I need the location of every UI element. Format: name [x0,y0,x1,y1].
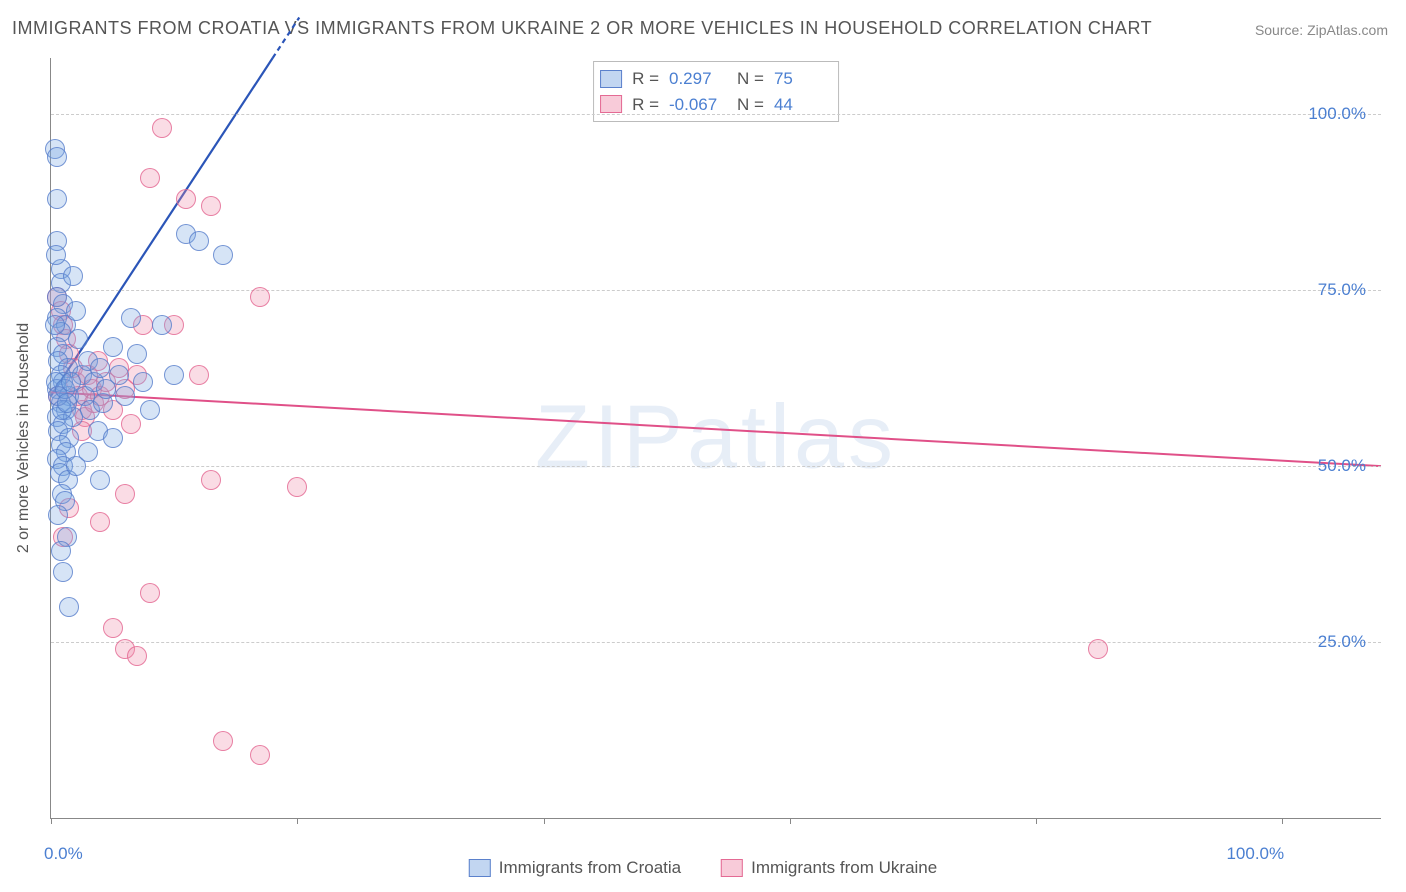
chart-title: IMMIGRANTS FROM CROATIA VS IMMIGRANTS FR… [12,18,1152,39]
data-point [189,365,209,385]
data-point [152,315,172,335]
stats-row-series1: R = 0.297 N = 75 [600,66,832,92]
y-tick-label: 50.0% [1318,456,1366,476]
r-value-series2: -0.067 [669,92,727,118]
x-tick [297,818,298,824]
data-point [53,562,73,582]
data-point [189,231,209,251]
data-point [287,477,307,497]
data-point [57,393,77,413]
chart-source: Source: ZipAtlas.com [1255,22,1388,38]
data-point [121,308,141,328]
legend-label-series2: Immigrants from Ukraine [751,858,937,878]
legend-item-series1: Immigrants from Croatia [469,858,681,878]
n-value-series1: 75 [774,66,832,92]
r-label: R = [632,92,659,118]
n-label: N = [737,66,764,92]
data-point [47,147,67,167]
data-point [68,329,88,349]
data-point [78,442,98,462]
x-tick [544,818,545,824]
watermark-text: ZIPatlas [535,387,897,490]
gridline-h [51,466,1381,467]
data-point [103,618,123,638]
x-tick [790,818,791,824]
x-tick [1282,818,1283,824]
data-point [121,414,141,434]
swatch-series1-icon [469,859,491,877]
y-tick-label: 25.0% [1318,632,1366,652]
data-point [133,372,153,392]
swatch-series1-icon [600,70,622,88]
data-point [127,344,147,364]
data-point [45,315,65,335]
data-point [61,372,81,392]
stats-legend: R = 0.297 N = 75 R = -0.067 N = 44 [593,61,839,122]
legend-item-series2: Immigrants from Ukraine [721,858,937,878]
data-point [103,428,123,448]
stats-row-series2: R = -0.067 N = 44 [600,92,832,118]
data-point [164,365,184,385]
x-tick-label: 0.0% [44,844,83,864]
r-label: R = [632,66,659,92]
data-point [90,358,110,378]
data-point [115,386,135,406]
data-point [63,266,83,286]
swatch-series2-icon [600,95,622,113]
data-point [127,646,147,666]
data-point [140,400,160,420]
y-axis-title: 2 or more Vehicles in Household [15,323,33,553]
data-point [140,583,160,603]
y-tick-label: 100.0% [1308,104,1366,124]
n-value-series2: 44 [774,92,832,118]
gridline-h [51,290,1381,291]
swatch-series2-icon [721,859,743,877]
data-point [115,484,135,504]
y-tick-label: 75.0% [1318,280,1366,300]
scatter-plot-area: ZIPatlas R = 0.297 N = 75 R = -0.067 N =… [50,58,1381,819]
data-point [213,731,233,751]
data-point [51,541,71,561]
data-point [140,168,160,188]
data-point [152,118,172,138]
data-point [250,287,270,307]
data-point [109,365,129,385]
x-tick [51,818,52,824]
data-point [213,245,233,265]
n-label: N = [737,92,764,118]
x-tick [1036,818,1037,824]
bottom-legend: Immigrants from Croatia Immigrants from … [469,858,937,878]
data-point [66,301,86,321]
data-point [201,196,221,216]
data-point [46,245,66,265]
data-point [47,189,67,209]
data-point [103,337,123,357]
data-point [48,505,68,525]
data-point [90,470,110,490]
x-tick-label: 100.0% [1226,844,1284,864]
legend-label-series1: Immigrants from Croatia [499,858,681,878]
data-point [201,470,221,490]
data-point [90,512,110,532]
data-point [250,745,270,765]
data-point [59,597,79,617]
data-point [1088,639,1108,659]
gridline-h [51,642,1381,643]
trend-lines-layer [51,58,1381,818]
r-value-series1: 0.297 [669,66,727,92]
gridline-h [51,114,1381,115]
data-point [176,189,196,209]
